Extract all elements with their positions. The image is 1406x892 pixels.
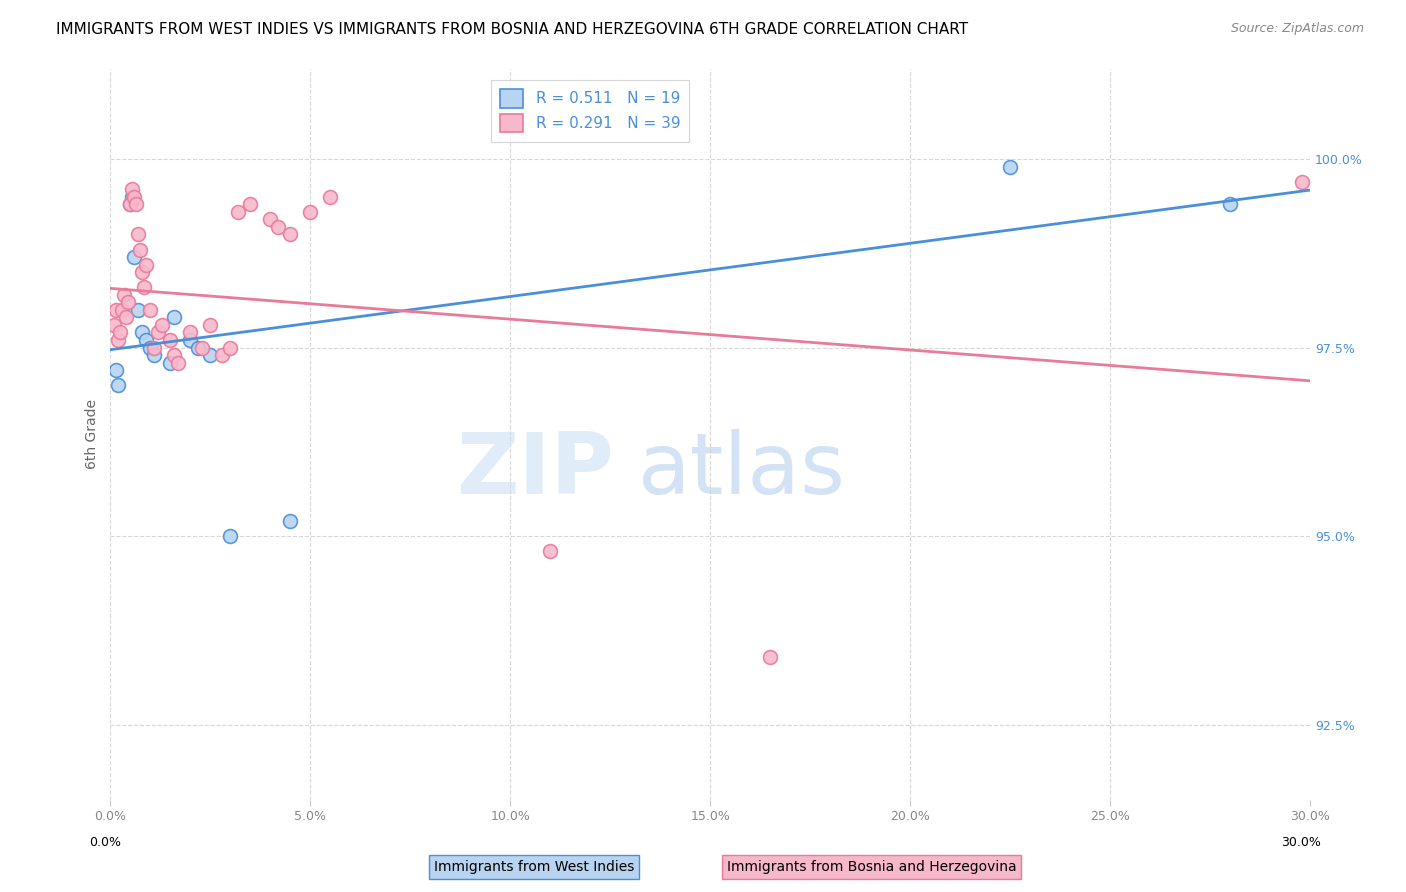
- Y-axis label: 6th Grade: 6th Grade: [86, 400, 100, 469]
- Point: [228, 204, 250, 219]
- Point: [200, 318, 222, 332]
- Point: [167, 356, 190, 370]
- Point: [117, 295, 139, 310]
- Point: [280, 514, 302, 528]
- Text: Immigrants from Bosnia and Herzegovina: Immigrants from Bosnia and Herzegovina: [727, 860, 1017, 874]
- Point: [143, 348, 166, 362]
- Point: [103, 318, 125, 332]
- Text: Source: ZipAtlas.com: Source: ZipAtlas.com: [1230, 22, 1364, 36]
- Point: [1291, 175, 1313, 189]
- Point: [124, 250, 146, 264]
- Point: [319, 190, 342, 204]
- Point: [107, 333, 129, 347]
- Point: [105, 302, 128, 317]
- Point: [152, 318, 174, 332]
- Point: [267, 219, 290, 234]
- Point: [112, 287, 135, 301]
- Point: [759, 649, 782, 664]
- Text: atlas: atlas: [638, 429, 846, 512]
- Point: [280, 227, 302, 242]
- Point: [998, 160, 1021, 174]
- Point: [187, 341, 209, 355]
- Point: [115, 310, 138, 325]
- Point: [299, 204, 322, 219]
- Point: [1219, 197, 1241, 211]
- Point: [219, 341, 242, 355]
- Point: [134, 280, 156, 294]
- Point: [211, 348, 233, 362]
- Point: [105, 363, 128, 377]
- Point: [129, 243, 152, 257]
- Point: [121, 190, 143, 204]
- Point: [143, 341, 166, 355]
- Point: [125, 197, 148, 211]
- Point: [107, 378, 129, 392]
- Point: [163, 348, 186, 362]
- Point: [139, 302, 162, 317]
- Point: [148, 326, 170, 340]
- Point: [127, 227, 149, 242]
- Point: [135, 333, 157, 347]
- Point: [135, 258, 157, 272]
- Point: [120, 197, 142, 211]
- Point: [179, 326, 201, 340]
- Point: [159, 333, 181, 347]
- Legend: R = 0.511   N = 19, R = 0.291   N = 39: R = 0.511 N = 19, R = 0.291 N = 39: [491, 79, 689, 142]
- Point: [124, 190, 146, 204]
- Point: [219, 529, 242, 543]
- Point: [110, 326, 132, 340]
- Point: [163, 310, 186, 325]
- Point: [259, 212, 281, 227]
- Point: [538, 544, 561, 558]
- Point: [121, 182, 143, 196]
- Point: [131, 326, 153, 340]
- Text: IMMIGRANTS FROM WEST INDIES VS IMMIGRANTS FROM BOSNIA AND HERZEGOVINA 6TH GRADE : IMMIGRANTS FROM WEST INDIES VS IMMIGRANT…: [56, 22, 969, 37]
- Text: 0.0%: 0.0%: [90, 837, 121, 849]
- Point: [111, 302, 134, 317]
- Point: [131, 265, 153, 279]
- Point: [120, 197, 142, 211]
- Text: ZIP: ZIP: [457, 429, 614, 512]
- Point: [239, 197, 262, 211]
- Point: [127, 302, 149, 317]
- Point: [200, 348, 222, 362]
- Text: 30.0%: 30.0%: [1281, 837, 1320, 849]
- Point: [191, 341, 214, 355]
- Point: [139, 341, 162, 355]
- Point: [159, 356, 181, 370]
- Point: [179, 333, 201, 347]
- Text: Immigrants from West Indies: Immigrants from West Indies: [434, 860, 634, 874]
